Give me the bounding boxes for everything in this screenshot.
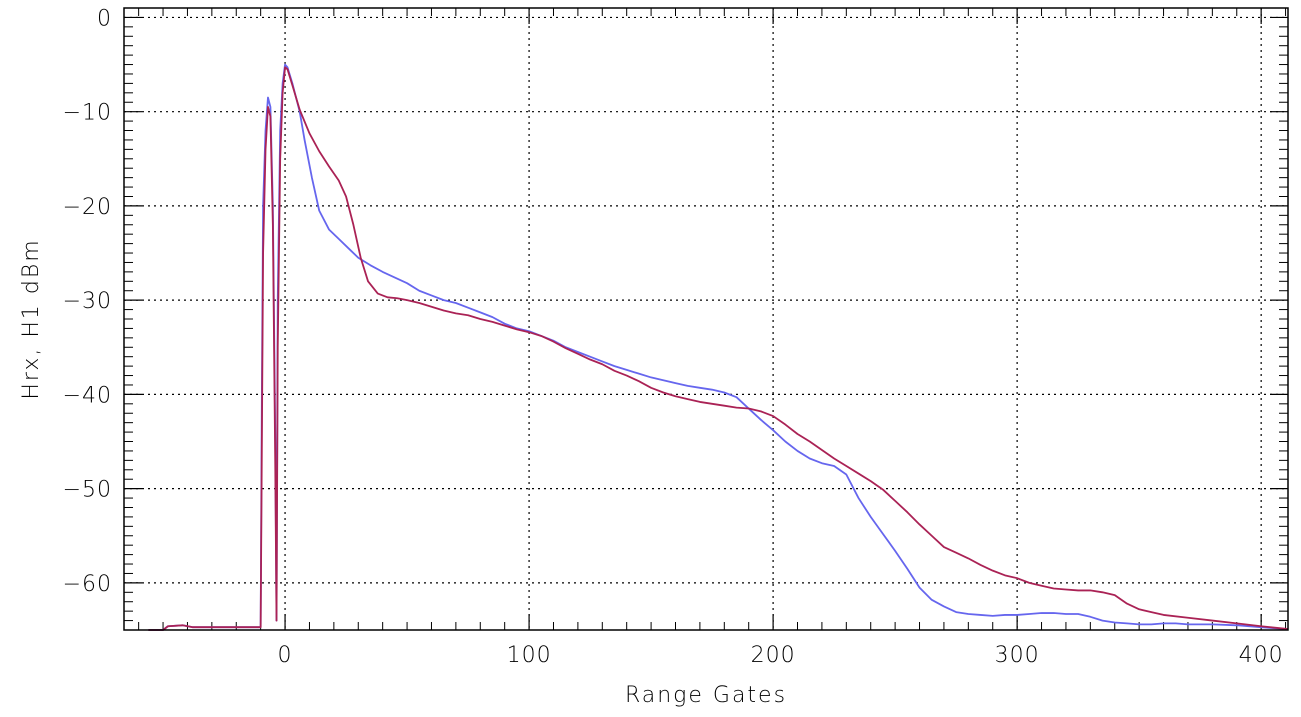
- plot-frame: [123, 7, 1289, 631]
- x-tick-label: 200: [751, 643, 796, 668]
- y-tick-labels: 0 −10 −20 −30 −40 −50 −60: [63, 6, 112, 597]
- axis-ticks: [124, 7, 1288, 631]
- y-tick-label: 0: [97, 6, 112, 31]
- series-lines: [148, 63, 1289, 631]
- y-tick-label: −10: [63, 101, 112, 126]
- x-axis-title: Range Gates: [625, 683, 787, 708]
- y-tick-label: −40: [63, 383, 112, 408]
- x-tick-labels: 0 100 200 300 400: [278, 643, 1284, 668]
- x-tick-label: 0: [278, 643, 293, 668]
- y-tick-label: −60: [63, 572, 112, 597]
- series-line-1: [148, 63, 1289, 631]
- x-tick-label: 100: [507, 643, 552, 668]
- y-tick-label: −50: [63, 478, 112, 503]
- x-tick-label: 300: [995, 643, 1040, 668]
- x-tick-label: 400: [1239, 643, 1284, 668]
- y-tick-label: −20: [63, 195, 112, 220]
- y-tick-label: −30: [63, 289, 112, 314]
- y-axis-title: Hrx, H1 dBm: [19, 238, 44, 399]
- grid-lines: [124, 8, 1288, 630]
- series-line-2: [148, 66, 1289, 631]
